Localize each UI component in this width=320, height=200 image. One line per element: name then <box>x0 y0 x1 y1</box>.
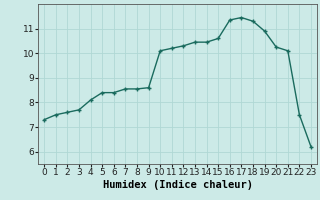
X-axis label: Humidex (Indice chaleur): Humidex (Indice chaleur) <box>103 180 252 190</box>
